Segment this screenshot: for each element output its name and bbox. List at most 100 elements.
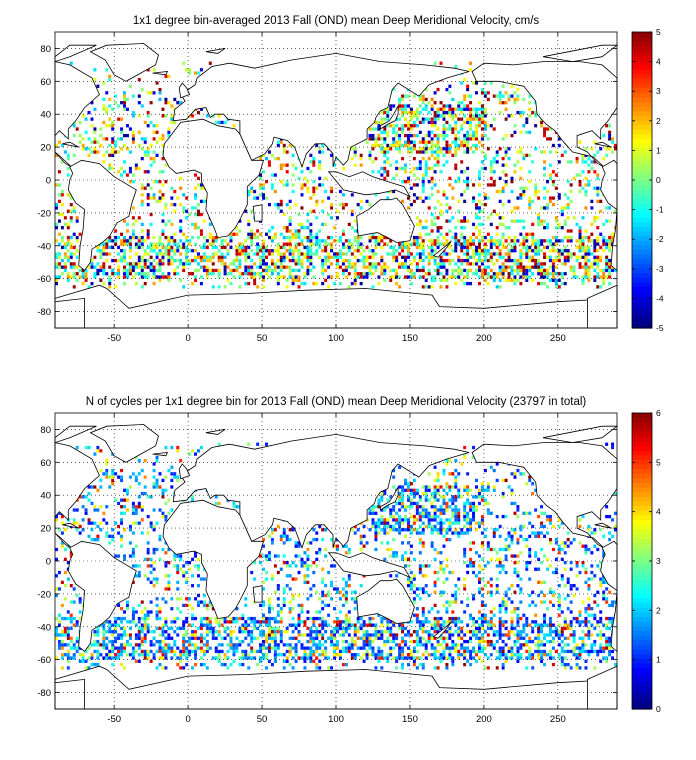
data-cell <box>276 587 280 591</box>
data-cell <box>534 242 538 246</box>
data-cell <box>477 124 481 128</box>
data-cell <box>436 114 440 118</box>
data-cell <box>256 249 260 253</box>
data-cell <box>279 636 283 640</box>
data-cell <box>125 607 129 611</box>
data-cell <box>194 646 197 650</box>
data-cell <box>418 587 422 591</box>
data-cell <box>108 620 112 624</box>
data-cell <box>587 597 591 601</box>
data-cell <box>421 137 425 141</box>
data-cell <box>273 659 277 663</box>
data-cell <box>134 281 138 286</box>
data-cell <box>602 133 606 138</box>
data-cell <box>442 110 446 115</box>
data-cell <box>108 117 112 121</box>
data-cell <box>250 249 254 253</box>
colorbar-segment <box>632 101 652 107</box>
data-cell <box>513 219 517 223</box>
data-cell <box>191 249 195 253</box>
colorbar-segment <box>632 96 652 102</box>
data-cell <box>235 226 239 230</box>
data-cell <box>161 597 165 601</box>
data-cell <box>282 275 286 279</box>
data-cell <box>69 61 73 65</box>
data-cell <box>404 626 407 631</box>
data-cell <box>57 623 61 627</box>
data-cell <box>140 623 144 627</box>
data-cell <box>55 630 58 634</box>
data-cell <box>480 235 484 240</box>
data-cell <box>581 153 585 157</box>
data-cell <box>63 265 67 269</box>
data-cell <box>120 633 124 637</box>
data-cell <box>581 649 585 654</box>
data-cell <box>519 643 523 647</box>
data-cell <box>208 255 212 259</box>
data-cell <box>386 130 390 134</box>
data-cell <box>161 219 165 223</box>
data-cell <box>256 285 260 289</box>
data-cell <box>460 110 464 115</box>
data-cell <box>415 620 419 624</box>
data-cell <box>288 229 292 233</box>
data-cell <box>569 584 573 588</box>
data-cell <box>365 633 369 637</box>
data-cell <box>480 239 484 243</box>
data-cell <box>380 623 384 627</box>
data-cell <box>498 633 502 637</box>
data-cell <box>374 262 378 266</box>
data-cell <box>312 160 316 164</box>
data-cell <box>466 649 470 654</box>
data-cell <box>333 587 336 591</box>
data-cell <box>525 639 529 644</box>
data-cell <box>457 117 461 121</box>
data-cell <box>137 646 141 650</box>
data-cell <box>406 120 410 125</box>
data-cell <box>501 84 505 88</box>
data-cell <box>185 235 189 240</box>
data-cell <box>99 643 103 647</box>
data-cell <box>442 656 446 660</box>
data-cell <box>469 616 473 621</box>
data-cell <box>312 281 316 286</box>
data-cell <box>439 114 443 118</box>
data-cell <box>66 278 70 282</box>
data-cell <box>569 610 573 614</box>
data-cell <box>421 636 425 640</box>
data-cell <box>217 659 221 663</box>
data-cell <box>548 600 552 604</box>
data-cell <box>557 196 561 200</box>
data-cell <box>569 160 573 164</box>
data-cell <box>433 170 437 174</box>
data-cell <box>294 245 298 250</box>
data-cell <box>173 252 177 256</box>
data-cell <box>164 206 168 210</box>
data-cell <box>128 636 132 640</box>
data-cell <box>522 636 526 640</box>
data-cell <box>448 124 452 128</box>
data-cell <box>442 133 446 138</box>
data-cell <box>297 262 301 266</box>
data-cell <box>285 163 289 167</box>
data-cell <box>330 255 334 259</box>
data-cell <box>208 235 212 240</box>
data-cell <box>125 222 129 227</box>
data-cell <box>321 633 325 637</box>
data-cell <box>158 633 162 637</box>
data-cell <box>315 630 319 634</box>
colorbar-tick-label: -2 <box>656 234 664 244</box>
data-cell <box>267 600 271 604</box>
data-cell <box>270 272 274 276</box>
data-cell <box>525 272 529 276</box>
data-cell <box>510 209 514 213</box>
data-cell <box>146 235 150 240</box>
data-cell <box>309 646 313 650</box>
data-cell <box>57 633 61 637</box>
data-cell <box>128 620 132 624</box>
data-cell <box>114 229 118 233</box>
data-cell <box>492 117 496 121</box>
data-cell <box>477 140 481 144</box>
data-cell <box>439 659 443 663</box>
data-cell <box>578 666 582 670</box>
